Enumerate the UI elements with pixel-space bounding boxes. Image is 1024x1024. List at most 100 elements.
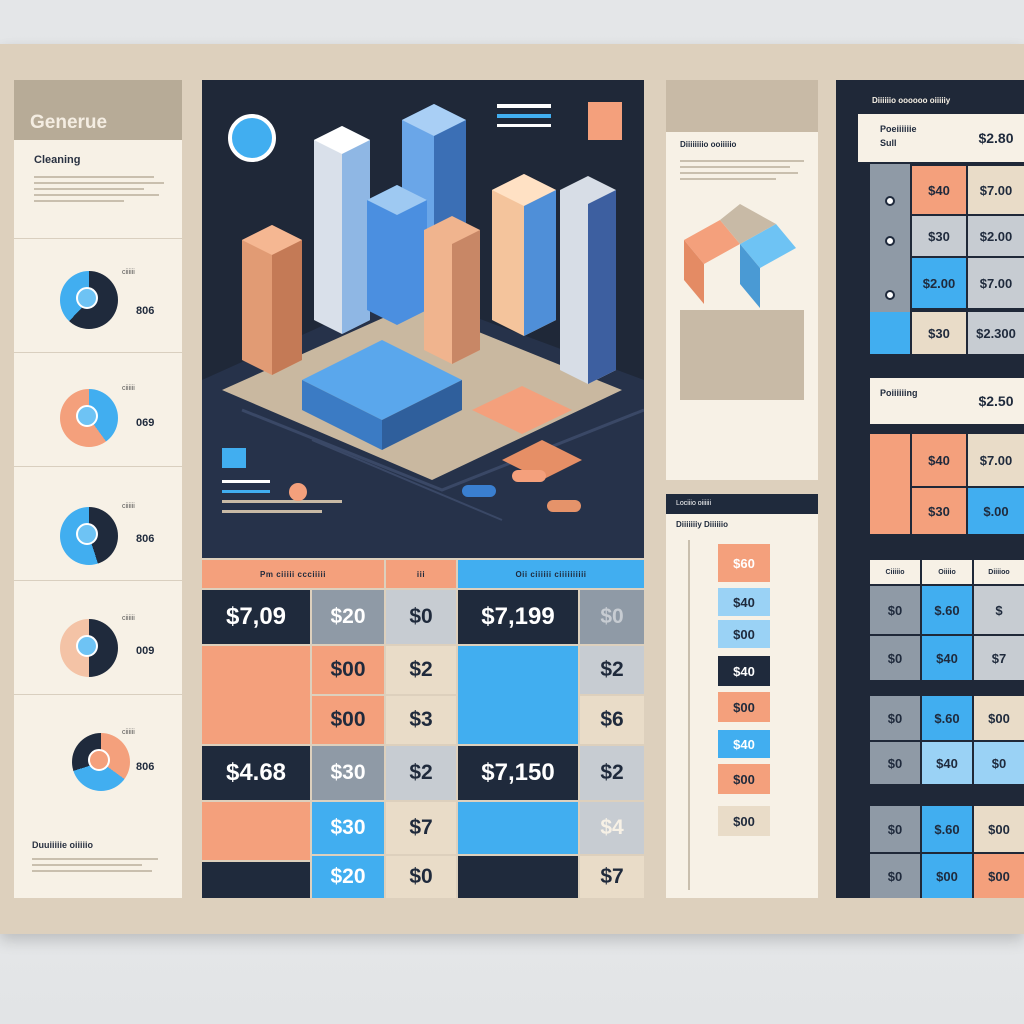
right-block3-header: Ciiiiio xyxy=(870,560,920,584)
ring-row: ciiiiii 806 xyxy=(14,694,182,807)
price-cell: $4 xyxy=(580,802,644,854)
cube-illustration xyxy=(684,204,796,308)
ring-value: 009 xyxy=(136,645,155,657)
price-cell: $6 xyxy=(580,696,644,744)
price-cell: $20 xyxy=(312,590,384,644)
ring-row: ciiiiii 009 xyxy=(14,580,182,693)
right-block1-cell: $30 xyxy=(912,216,966,256)
price-cell: $7,199 xyxy=(458,590,578,644)
mid-panel-lines xyxy=(680,156,804,184)
right-block2-cell: $7.00 xyxy=(968,434,1024,486)
timeline-value: $00 xyxy=(718,692,770,722)
donut-icon xyxy=(60,389,118,447)
price-cell: $0 xyxy=(580,590,644,644)
price-table-left-header-right: iii xyxy=(386,560,456,588)
mid-panel-header xyxy=(666,80,818,132)
price-cell: $0 xyxy=(386,856,456,898)
right-block3-cell: $0 xyxy=(870,696,920,740)
ring-row: ciiiiii 806 xyxy=(14,466,182,579)
right-block3-cell: $00 xyxy=(974,806,1024,852)
right-block3-cell: $.60 xyxy=(922,806,972,852)
bullet-icon xyxy=(885,196,895,206)
right-block3-cell: $.60 xyxy=(922,696,972,740)
price-cell: $2 xyxy=(386,746,456,800)
text-cell xyxy=(202,862,310,898)
right-block1-cell: $7.00 xyxy=(968,258,1024,308)
ring-row: ciiiiii 806 xyxy=(14,238,182,351)
right-block1-accent xyxy=(870,312,910,354)
ring-value: 069 xyxy=(136,417,155,429)
mid-lower-subtitle: Diiiiiiiy Diiiiiio xyxy=(676,520,729,529)
text-cell xyxy=(202,802,310,860)
right-block3-cell: $0 xyxy=(870,636,920,680)
donut-icon xyxy=(60,507,118,565)
right-block1-cell: $2.00 xyxy=(912,258,966,308)
right-block2-value: $2.50 xyxy=(978,393,1014,409)
text-cell xyxy=(458,646,578,744)
right-block3-cell: $00 xyxy=(922,854,972,898)
right-block1-cell: $2.300 xyxy=(968,312,1024,354)
ring-label: ciiiiii xyxy=(122,729,135,736)
text-cell xyxy=(458,856,578,898)
donut-icon xyxy=(60,271,118,329)
ring-value: 806 xyxy=(136,305,155,317)
left-panel-title: Generue xyxy=(30,112,108,133)
price-table-right-header: Oii ciiiiii ciiiiiiiiii xyxy=(458,560,644,588)
right-panel-title: Diiiiiio oooooo oiiiiiy xyxy=(872,96,951,105)
price-cell: $00 xyxy=(312,696,384,744)
timeline-value: $00 xyxy=(718,764,770,794)
right-block1-header xyxy=(858,114,1024,162)
building xyxy=(242,225,302,375)
ring-label: ciiiiii xyxy=(122,385,135,392)
right-block2-cell: $.00 xyxy=(968,488,1024,534)
price-cell: $7,09 xyxy=(202,590,310,644)
price-cell: $3 xyxy=(386,696,456,744)
mid-lower-header xyxy=(666,494,818,514)
left-panel-text-lines xyxy=(34,172,164,206)
timeline-value: $40 xyxy=(718,730,770,758)
right-block3-cell: $0 xyxy=(870,586,920,634)
right-block3-header: Diiiioo xyxy=(974,560,1024,584)
price-cell: $20 xyxy=(312,856,384,898)
right-block3-cell: $7 xyxy=(974,636,1024,680)
right-block1-cell: $40 xyxy=(912,166,966,214)
right-block1-cell: $2.00 xyxy=(968,216,1024,256)
right-block2-label: Poiiiiiing xyxy=(880,388,918,398)
mid-panel-title: Diiiiiiiio ooiiiiio xyxy=(680,140,737,149)
city-illustration xyxy=(202,80,644,558)
price-cell: $00 xyxy=(312,646,384,694)
right-block1-cell: $30 xyxy=(912,312,966,354)
left-footer-lines xyxy=(32,854,162,876)
price-cell: $2 xyxy=(580,746,644,800)
right-block3-cell: $00 xyxy=(974,696,1024,740)
left-panel-subtitle: Cleaning xyxy=(34,154,81,166)
ring-value: 806 xyxy=(136,761,155,773)
right-block3-cell: $0 xyxy=(870,854,920,898)
right-block3-cell: $ xyxy=(974,586,1024,634)
price-cell: $7,150 xyxy=(458,746,578,800)
text-cell xyxy=(458,802,578,854)
timeline-axis xyxy=(688,540,690,890)
timeline-value: $00 xyxy=(718,806,770,836)
right-block1-label2: Sull xyxy=(880,138,897,148)
right-block3-cell: $40 xyxy=(922,636,972,680)
left-panel-header xyxy=(14,80,182,140)
right-block1-cell: $7.00 xyxy=(968,166,1024,214)
right-block2-cell: $30 xyxy=(912,488,966,534)
right-block3-cell: $0 xyxy=(974,742,1024,784)
price-cell: $4.68 xyxy=(202,746,310,800)
ring-value: 806 xyxy=(136,533,155,545)
right-block1-label: Poeiiiiiie xyxy=(880,124,917,134)
right-block2-cell: $40 xyxy=(912,434,966,486)
mid-panel-table xyxy=(680,310,804,400)
right-block3-cell: $0 xyxy=(870,806,920,852)
ring-label: ciiiiii xyxy=(122,503,135,510)
right-block3-cell: $00 xyxy=(974,854,1024,898)
mid-lower-title: Lociiio oiiiiii xyxy=(676,500,712,507)
price-cell: $30 xyxy=(312,802,384,854)
price-cell: $30 xyxy=(312,746,384,800)
ring-label: ciiiiii xyxy=(122,615,135,622)
timeline-value: $00 xyxy=(718,620,770,648)
donut-icon xyxy=(72,733,130,791)
donut-icon xyxy=(60,619,118,677)
